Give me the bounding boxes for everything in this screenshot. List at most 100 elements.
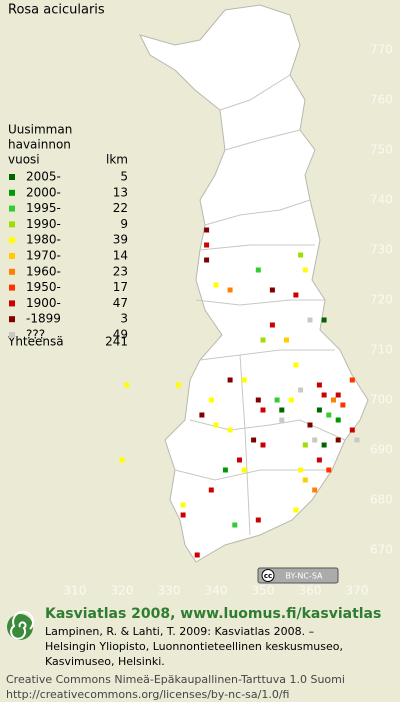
observation-cell [293, 292, 299, 298]
observation-cell [335, 392, 341, 398]
observation-cell [316, 382, 322, 388]
legend-swatch [9, 300, 15, 307]
observation-cell [204, 242, 210, 248]
observation-cell [269, 322, 275, 328]
x-tick-label: 320 [111, 584, 134, 598]
legend-heading: vuosi [8, 153, 40, 167]
observation-cell [227, 427, 233, 433]
observation-cell [349, 427, 355, 433]
legend-swatch [9, 253, 15, 259]
observation-cell [124, 382, 130, 388]
observation-cell [269, 287, 275, 293]
x-tick-label: 350 [252, 584, 275, 598]
observation-cell [199, 412, 205, 418]
observation-cell [241, 377, 247, 383]
legend-label: 2005- [26, 170, 61, 184]
observation-cell [255, 517, 261, 523]
legend-count-heading: lkm [106, 153, 128, 167]
region-borders [174, 74, 346, 536]
legend-swatch [9, 189, 15, 196]
observation-cell [321, 442, 327, 448]
observation-cell [316, 407, 322, 413]
legend-label: 1960- [26, 264, 61, 278]
legend-count: 22 [113, 201, 128, 215]
observation-cell [293, 507, 299, 513]
observation-cell [204, 227, 210, 233]
observation-cell [288, 397, 294, 403]
observation-cell [180, 512, 186, 518]
observation-cell [213, 422, 219, 428]
observation-cell [349, 377, 355, 383]
y-tick-label: 770 [370, 43, 393, 57]
observation-cell [194, 552, 200, 558]
observation-cell [175, 382, 181, 388]
license: Creative Commons Nimeä-Epäkaupallinen-Ta… [6, 673, 345, 686]
legend-count: 5 [120, 170, 128, 184]
legend-swatch [9, 284, 15, 291]
observation-cell [255, 267, 261, 273]
observation-cell [274, 397, 280, 403]
x-tick-label: 360 [299, 584, 322, 598]
observation-cell [293, 362, 299, 368]
legend-swatch [9, 174, 15, 180]
observation-cell [298, 467, 304, 473]
cc-badge[interactable] [257, 567, 339, 584]
observation-cell [298, 387, 304, 393]
legend-count: 49 [113, 328, 128, 342]
observation-cell [284, 337, 289, 343]
observation-cell [312, 437, 318, 443]
observation-cell [204, 257, 210, 263]
y-tick-label: 750 [370, 143, 393, 157]
observation-cell [354, 437, 360, 443]
legend-count: 14 [113, 249, 128, 263]
legend-label: 1995- [26, 201, 61, 215]
observation-cell [326, 412, 332, 418]
legend-swatch [9, 221, 15, 228]
observation-cell [302, 442, 308, 448]
citation: Kasvimuseo, Helsinki. [45, 655, 165, 668]
observation-cell [241, 467, 247, 473]
legend-heading: havainnon [8, 138, 71, 152]
observation-cell [302, 477, 308, 483]
legend-heading: Uusimman [8, 123, 72, 137]
legend-swatch [9, 237, 15, 244]
y-tick-label: 710 [370, 343, 393, 357]
x-tick-label: 330 [158, 584, 181, 598]
legend-label: 1990- [26, 217, 61, 231]
legend-label: -1899 [26, 312, 61, 326]
observation-cell [279, 417, 285, 423]
legend-swatch [9, 332, 15, 338]
observation-cell [302, 267, 308, 273]
legend-label: ??? [26, 328, 45, 342]
observation-cell [335, 417, 341, 423]
y-tick-label: 670 [370, 543, 393, 557]
observation-cell [255, 397, 261, 403]
legend-swatch [9, 268, 15, 275]
luomus-logo [7, 610, 35, 640]
observation-cell [335, 437, 341, 443]
observation-cell [298, 252, 304, 258]
observation-cell [227, 287, 233, 293]
legend-count: 39 [113, 233, 128, 247]
observation-cell [119, 457, 125, 463]
y-tick-label: 700 [370, 393, 393, 407]
observation-cell [237, 457, 242, 463]
observation-cell [208, 397, 214, 403]
footer-heading[interactable]: Kasviatlas 2008, www.luomus.fi/kasviatla… [45, 606, 381, 622]
license-url[interactable]: http://creativecommons.org/licenses/by-n… [6, 688, 289, 701]
y-tick-label: 680 [370, 493, 393, 507]
observation-cell [208, 487, 214, 493]
x-tick-label: 310 [64, 584, 87, 598]
legend-label: 1980- [26, 233, 61, 247]
observation-cell [222, 467, 228, 473]
observation-cell [232, 522, 238, 528]
legend-label: 1900- [26, 296, 61, 310]
y-tick-label: 730 [370, 243, 393, 257]
x-tick-label: 340 [205, 584, 228, 598]
citation: Lampinen, R. & Lahti, T. 2009: Kasviatla… [45, 625, 314, 638]
observation-cell [180, 502, 186, 508]
observation-cell [331, 397, 336, 403]
y-tick-label: 740 [370, 193, 393, 207]
observation-cell [321, 317, 327, 323]
